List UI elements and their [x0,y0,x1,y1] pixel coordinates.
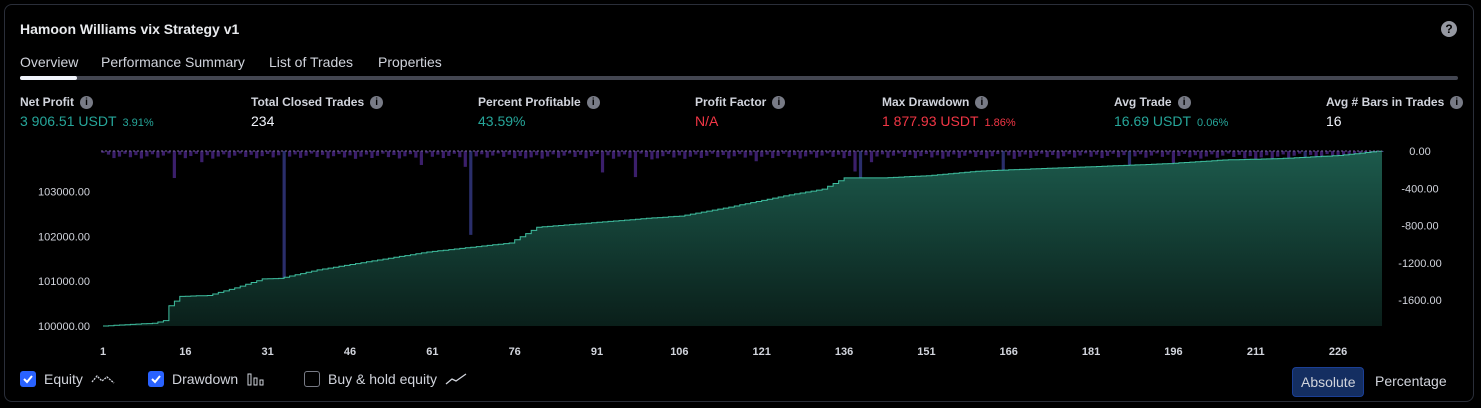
stat-profit-factor: Profit Factor i N/A [695,95,786,129]
tab-bar: Overview Performance Summary List of Tra… [0,52,1481,82]
stat-percent-profitable: Percent Profitable i 43.59% [478,95,600,129]
help-icon[interactable]: ? [1441,21,1457,37]
info-icon[interactable]: i [1450,95,1464,109]
tab-overview[interactable]: Overview [20,54,79,70]
stat-total-closed-trades: Total Closed Trades i 234 [251,95,384,129]
stat-percent: 0.06% [1197,117,1229,129]
percentage-button[interactable]: Percentage [1375,373,1447,389]
info-icon[interactable]: i [586,95,600,109]
stat-max-drawdown: Max Drawdown i 1 877.93 USDT 1.86% [882,95,1016,129]
checkmark-icon [151,375,161,384]
info-icon[interactable]: i [80,95,93,109]
drawdown-checkbox[interactable] [148,371,164,387]
tab-properties[interactable]: Properties [378,54,442,70]
legend-drawdown[interactable]: Drawdown [148,371,266,387]
info-icon[interactable]: i [975,95,989,109]
equity-checkbox[interactable] [20,371,36,387]
buy-hold-line-icon [445,373,467,385]
tab-active-indicator [20,76,77,80]
stat-value: 234 [251,113,275,129]
stat-label: Max Drawdown [882,95,970,109]
info-icon[interactable]: i [370,95,384,109]
stat-value: 1 877.93 USDT [882,113,979,129]
stat-percent: 1.86% [984,117,1016,129]
stat-label: Net Profit [20,95,74,109]
checkmark-icon [23,375,33,384]
buy-hold-checkbox[interactable] [304,371,320,387]
info-icon[interactable]: i [772,95,786,109]
stat-value: 16 [1326,113,1342,129]
info-icon[interactable]: i [1177,95,1191,109]
tab-underline-track [20,76,1458,80]
absolute-button[interactable]: Absolute [1292,367,1365,397]
drawdown-bars-icon [247,373,264,386]
equity-line-icon [91,375,115,384]
stat-percent: 3.91% [122,117,154,129]
stat-value: 16.69 USDT [1114,113,1192,129]
stat-avg-bars: Avg # Bars in Trades i 16 [1326,95,1464,129]
legend-buy-hold[interactable]: Buy & hold equity [304,371,467,387]
legend-label: Drawdown [172,371,239,387]
stat-avg-trade: Avg Trade i 16.69 USDT 0.06% [1114,95,1228,129]
legend-label: Equity [44,371,83,387]
stat-label: Avg # Bars in Trades [1326,95,1445,109]
stat-label: Profit Factor [695,95,767,109]
stat-label: Percent Profitable [478,95,581,109]
stat-label: Avg Trade [1114,95,1172,109]
legend-label: Buy & hold equity [328,371,437,387]
stat-value: 3 906.51 USDT [20,113,117,129]
tab-performance-summary[interactable]: Performance Summary [101,54,245,70]
tab-list-of-trades[interactable]: List of Trades [269,54,354,70]
stat-value: N/A [695,113,719,129]
stat-label: Total Closed Trades [251,95,365,109]
strategy-title: Hamoon Williams vix Strategy v1 [20,21,240,37]
stat-net-profit: Net Profit i 3 906.51 USDT 3.91% [20,95,154,129]
legend-equity[interactable]: Equity [20,371,115,387]
stat-value: 43.59% [478,113,526,129]
